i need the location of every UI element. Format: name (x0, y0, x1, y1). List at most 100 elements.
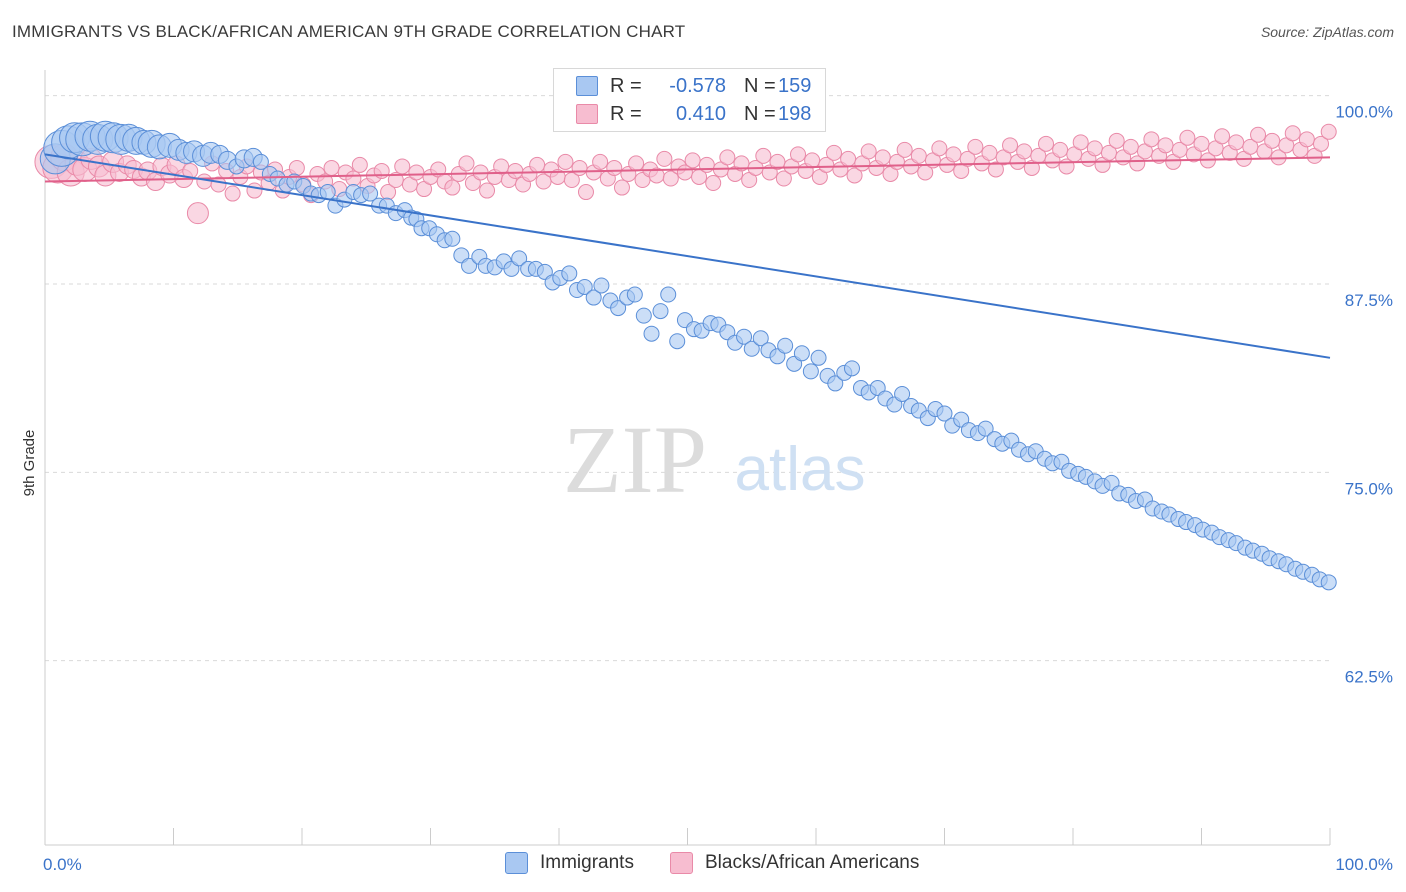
immigrants-point (736, 328, 753, 345)
immigrants-point (793, 345, 810, 362)
black-point (571, 159, 588, 176)
black-point (323, 159, 340, 176)
black-point (1086, 140, 1103, 157)
black-point (719, 149, 736, 166)
r-label: R = (610, 74, 642, 97)
black-point (1264, 132, 1281, 149)
n-label: N = (744, 74, 776, 97)
immigrants-point (652, 303, 669, 320)
immigrants-point (777, 337, 794, 354)
black-point (1100, 144, 1117, 161)
black-swatch (576, 104, 598, 124)
black-point (896, 141, 913, 158)
legend-row-immigrants: R = -0.578 N = 159 (576, 73, 811, 99)
black-point (186, 202, 209, 225)
black-point (945, 146, 962, 163)
immigrants-point (626, 286, 643, 303)
black-point (840, 150, 857, 167)
black-point (246, 182, 263, 199)
black-point (1002, 137, 1019, 154)
y-tick-label: 87.5% (1345, 291, 1393, 310)
immigrants-point (669, 333, 686, 350)
immigrants-point (810, 349, 827, 366)
watermark-atlas: atlas (735, 435, 866, 504)
black-point (408, 164, 425, 181)
watermark-zip: ZIP (563, 406, 707, 513)
black-point (1193, 135, 1210, 152)
black-legend-label: Blacks/African Americans (705, 852, 920, 873)
n-value: 198 (778, 102, 812, 125)
black-point (1072, 134, 1089, 151)
black-point (967, 138, 984, 155)
black-point (1214, 128, 1231, 145)
black-point (1143, 131, 1160, 148)
black-point (1171, 141, 1188, 158)
immigrants-point (827, 375, 844, 392)
black-point (592, 153, 609, 170)
x-tick-label: 0.0% (43, 855, 82, 874)
black-point (613, 179, 630, 196)
immigrants-point (593, 277, 610, 294)
immigrants-point (843, 360, 860, 377)
bottom-legend-immigrants: Immigrants (505, 852, 634, 874)
immigrants-point (752, 330, 769, 347)
immigrants-point (743, 340, 760, 357)
black-point (705, 175, 722, 192)
black-point (444, 179, 461, 196)
immigrants-point (610, 300, 627, 317)
immigrants-swatch (505, 852, 528, 874)
immigrants-point (561, 265, 578, 282)
black-point (755, 147, 772, 164)
black-point (493, 158, 510, 175)
y-tick-label: 75.0% (1345, 479, 1393, 498)
immigrants-point (635, 307, 652, 324)
black-point (458, 155, 475, 172)
y-tick-label: 100.0% (1335, 103, 1393, 122)
black-point (790, 146, 807, 163)
immigrants-point (936, 405, 953, 422)
bottom-legend-black: Blacks/African Americans (670, 852, 919, 874)
immigrants-points (39, 120, 1337, 591)
black-point (860, 143, 877, 160)
black-point (931, 140, 948, 157)
black-point (662, 170, 679, 187)
x-tick-label: 100.0% (1335, 855, 1393, 874)
immigrants-point (977, 420, 994, 437)
n-label: N = (744, 102, 776, 125)
black-point (987, 161, 1004, 178)
black-point (1250, 126, 1267, 143)
black-point (1038, 135, 1055, 152)
black-point (959, 150, 976, 167)
y-axis-label: 9th Grade (21, 430, 38, 497)
black-point (387, 172, 404, 188)
black-point (818, 156, 835, 173)
r-value: -0.578 (669, 74, 726, 97)
black-point (733, 155, 750, 172)
immigrants-point (362, 185, 379, 202)
black-point (1242, 138, 1259, 155)
immigrants-trend-line (44, 153, 1331, 359)
black-point (874, 149, 891, 166)
black-point (1284, 125, 1301, 142)
immigrants-legend-label: Immigrants (540, 852, 634, 873)
black-point (1016, 143, 1033, 160)
immigrants-point (1320, 574, 1337, 591)
black-points (34, 123, 1337, 225)
black-point (1313, 135, 1330, 152)
black-point (479, 182, 496, 199)
r-value: 0.410 (675, 102, 726, 125)
black-trend-line (44, 156, 1331, 183)
black-point (775, 170, 792, 187)
immigrants-point (511, 250, 528, 267)
black-point (288, 159, 305, 176)
black-point (351, 156, 368, 173)
r-label: R = (610, 102, 642, 125)
black-point (507, 162, 524, 179)
black-point (394, 158, 411, 175)
black-point (628, 155, 645, 172)
black-point (910, 147, 927, 164)
black-point (535, 173, 552, 190)
stats-legend: R = -0.578 N = 159 R = 0.410 N = 198 (553, 68, 826, 132)
black-point (804, 152, 821, 169)
